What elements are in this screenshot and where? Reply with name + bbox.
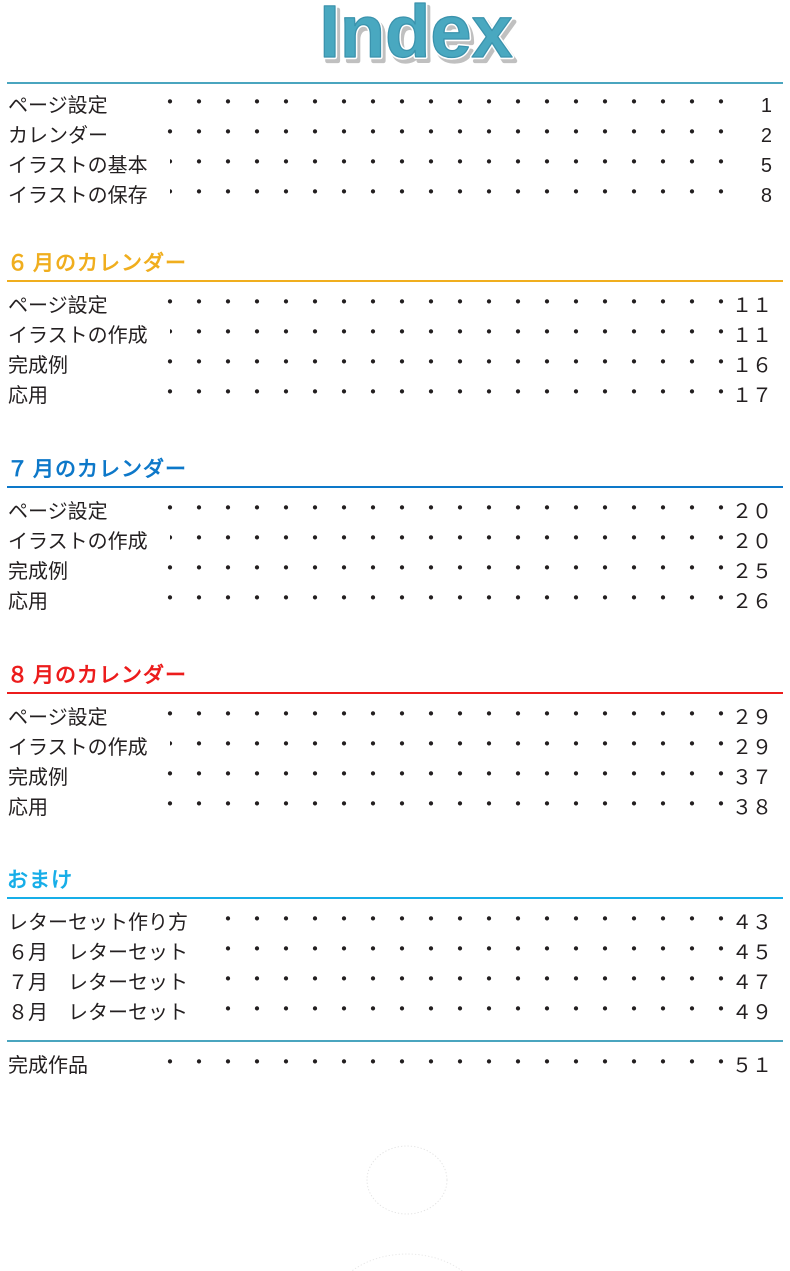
svg-text:Index: Index xyxy=(319,2,512,73)
